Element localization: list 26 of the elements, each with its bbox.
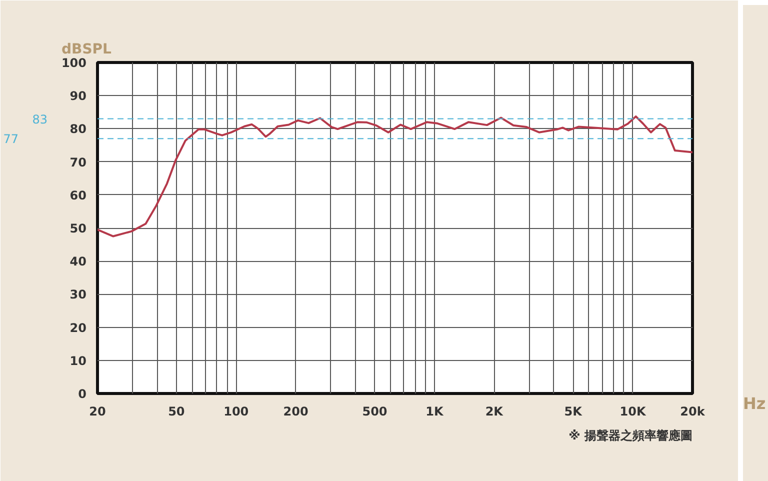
y-tick-label: 60: [70, 188, 87, 202]
x-tick-label: 5K: [564, 404, 583, 418]
y-axis-title: dBSPL: [62, 42, 112, 58]
y-tick-label: 90: [70, 89, 87, 104]
y-tick-label: 80: [70, 122, 87, 136]
x-tick-label: 2K: [485, 404, 504, 418]
x-axis-title: Hz: [743, 393, 766, 415]
x-tick-label: 100: [224, 404, 249, 418]
y-tick-label: 30: [70, 288, 87, 302]
x-tick-label: 20: [89, 404, 106, 418]
y-tick-label: 0: [78, 387, 87, 401]
x-tick-label: 500: [362, 404, 388, 418]
ref-line-label: 83: [32, 112, 48, 126]
y-tick-label: 70: [70, 155, 87, 170]
y-tick-label: 40: [70, 254, 87, 269]
x-tick-label: 200: [283, 404, 308, 418]
y-tick-label: 10: [70, 354, 87, 368]
ref-line-label: 77: [3, 132, 19, 146]
y-tick-label: 100: [61, 56, 87, 70]
x-tick-label: 1K: [426, 404, 444, 418]
y-tick-label: 50: [70, 222, 87, 236]
x-tick-label: 10K: [620, 404, 646, 418]
y-tick-label: 20: [70, 320, 87, 335]
x-tick-label: 50: [168, 404, 185, 418]
x-tick-label: 20k: [680, 404, 706, 418]
text: ※ 揚聲器之頻率響應圖: [568, 428, 692, 442]
